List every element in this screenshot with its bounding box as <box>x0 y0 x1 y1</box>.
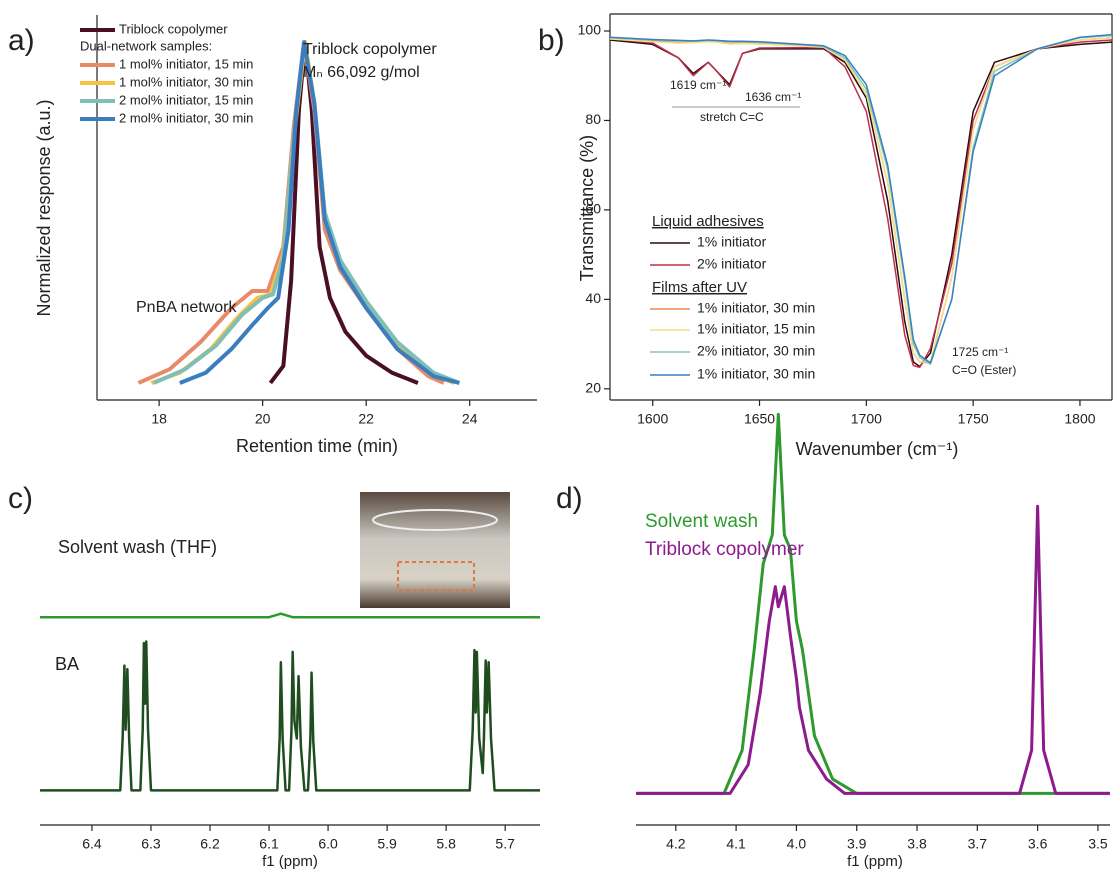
series-line <box>636 412 1110 795</box>
series-line <box>40 612 540 619</box>
annotation: 1619 cm⁻¹ <box>670 78 726 92</box>
panel: c) 6.4 6.3 6.2 6.1 6.0 5.9 5.8 5.7 f1 (ppm) Solven… <box>8 482 540 870</box>
series-label: Solvent wash (THF) <box>58 537 217 557</box>
series-line <box>610 33 1112 364</box>
series-line <box>636 504 1110 795</box>
legend-label: 1 mol% initiator, 30 min <box>119 74 253 89</box>
legend-label: 1% initiator <box>697 234 767 250</box>
y-tick-label: 60 <box>585 201 601 217</box>
series-line <box>610 37 1112 369</box>
x-tick-label: 3.5 <box>1088 836 1108 852</box>
y-tick-label: 40 <box>585 290 601 306</box>
x-tick-label: 4.0 <box>787 836 807 852</box>
x-tick-label: 4.2 <box>666 836 686 852</box>
legend-label: 2% initiator <box>697 256 767 272</box>
x-tick-label: 5.9 <box>377 836 397 852</box>
panel-label: c) <box>8 482 33 515</box>
series-line <box>610 36 1112 363</box>
panel-label: b) <box>538 24 565 57</box>
x-tick-label: 5.8 <box>436 836 456 852</box>
legend-label: Solvent wash <box>645 511 758 532</box>
legend-title: Dual-network samples: <box>80 38 212 53</box>
series-line <box>268 40 419 385</box>
x-tick-label: 24 <box>462 411 478 427</box>
legend-label: Triblock copolymer <box>645 539 804 560</box>
x-axis-label: Retention time (min) <box>236 436 398 456</box>
x-tick-label: 3.7 <box>968 836 988 852</box>
x-tick-label: 1700 <box>851 411 882 427</box>
legend-label: 2% initiator, 30 min <box>697 343 815 359</box>
x-tick-label: 18 <box>151 411 167 427</box>
legend-label: 1% initiator, 15 min <box>697 321 815 337</box>
x-axis-label: f1 (ppm) <box>847 853 903 870</box>
x-axis-label: f1 (ppm) <box>262 853 318 870</box>
x-tick-label: 6.3 <box>141 836 161 852</box>
annotation: Triblock copolymer <box>303 41 437 58</box>
panel: d) 4.2 4.1 4.0 3.9 3.8 3.7 3.6 3.5 f1 (ppm) Solven… <box>556 412 1110 870</box>
panel-label: a) <box>8 24 35 57</box>
x-tick-label: 3.6 <box>1028 836 1048 852</box>
y-axis-label: Normalized response (a.u.) <box>34 99 54 316</box>
legend-label: 1% initiator, 30 min <box>697 366 815 382</box>
x-tick-label: 6.2 <box>200 836 220 852</box>
series-label: BA <box>55 654 79 674</box>
legend-group-title: Liquid adhesives <box>652 213 764 230</box>
legend-label: Triblock copolymer <box>119 21 228 36</box>
legend-label: 2 mol% initiator, 30 min <box>119 110 253 125</box>
annotation: C=O (Ester) <box>952 363 1016 377</box>
x-tick-label: 1800 <box>1064 411 1095 427</box>
inset-photo <box>360 492 510 608</box>
x-tick-label: 5.7 <box>495 836 515 852</box>
x-tick-label: 3.8 <box>907 836 927 852</box>
x-tick-label: 1600 <box>637 411 668 427</box>
x-tick-label: 6.0 <box>318 836 338 852</box>
annotation: 1636 cm⁻¹ <box>745 90 801 104</box>
x-tick-label: 4.1 <box>726 836 746 852</box>
annotation: stretch C=C <box>700 110 764 124</box>
legend-label: 1% initiator, 30 min <box>697 300 815 316</box>
x-tick-label: 6.1 <box>259 836 279 852</box>
x-axis-label: Wavenumber (cm⁻¹) <box>796 439 959 459</box>
annotation: Mₙ 66,092 g/mol <box>303 64 420 81</box>
panel-label: d) <box>556 482 583 515</box>
y-tick-label: 100 <box>578 22 602 38</box>
series-line <box>179 40 460 385</box>
annotation: PnBA network <box>136 299 238 316</box>
y-tick-label: 20 <box>585 380 601 396</box>
legend-label: 2 mol% initiator, 15 min <box>119 92 253 107</box>
legend-label: 1 mol% initiator, 15 min <box>119 56 253 71</box>
legend-group-title: Films after UV <box>652 279 747 296</box>
x-tick-label: 3.9 <box>847 836 867 852</box>
x-tick-label: 1650 <box>744 411 775 427</box>
x-tick-label: 1750 <box>958 411 989 427</box>
x-tick-label: 20 <box>255 411 271 427</box>
x-tick-label: 22 <box>358 411 374 427</box>
series-line <box>40 640 540 792</box>
y-tick-label: 80 <box>585 111 601 127</box>
panel: a) 18 20 22 24 Retention time (min) Normalized… <box>8 15 537 456</box>
y-axis-label: Transmittance (%) <box>577 135 597 281</box>
annotation: 1725 cm⁻¹ <box>952 345 1008 359</box>
x-tick-label: 6.4 <box>82 836 102 852</box>
panel: b) 1600 1650 1700 1750 1800 20 40 60 80 100 Wavenum… <box>538 13 1113 459</box>
